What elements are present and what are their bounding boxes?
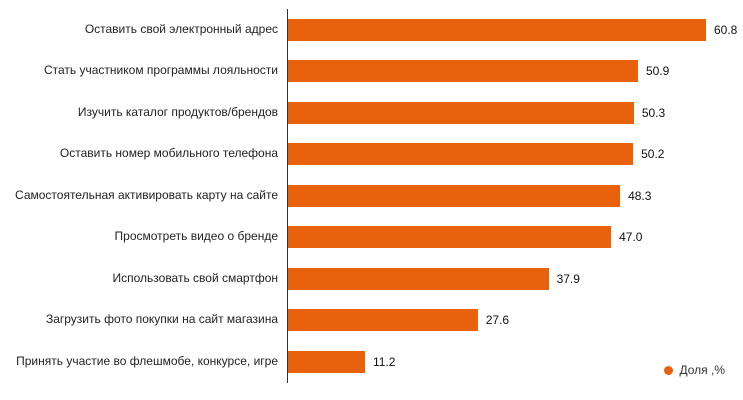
bar bbox=[288, 60, 638, 83]
bar bbox=[288, 309, 478, 332]
bar bbox=[288, 18, 706, 41]
category-label: Оставить номер мобильного телефона bbox=[59, 146, 278, 161]
category-label: Загрузить фото покупки на сайт магазина bbox=[45, 312, 278, 327]
plot-area: 60.8 bbox=[287, 9, 743, 51]
value-label: 48.3 bbox=[628, 188, 652, 203]
value-label: 27.6 bbox=[485, 313, 510, 328]
chart-row: Просмотреть видео о бренде 47.0 bbox=[0, 216, 743, 258]
legend: Доля ,% bbox=[664, 363, 725, 377]
value-label: 50.2 bbox=[641, 147, 665, 162]
plot-area: 27.6 bbox=[287, 299, 743, 341]
category-label: Использовать свой смартфон bbox=[112, 270, 278, 285]
plot-area: 50.2 bbox=[287, 133, 743, 175]
category-label: Оставить свой электронный адрес bbox=[84, 21, 278, 36]
bar bbox=[288, 226, 612, 249]
chart-row: Оставить свой электронный адрес 60.8 bbox=[0, 9, 743, 51]
plot-area: 50.9 bbox=[287, 50, 743, 92]
chart-row: Загрузить фото покупки на сайт магазина 2… bbox=[0, 299, 743, 341]
chart-rows: Оставить свой электронный адрес 60.8 Стать… bbox=[0, 9, 743, 383]
category-label: Изучить каталог продуктов/брендов bbox=[77, 104, 278, 119]
plot-area: 50.3 bbox=[287, 92, 743, 134]
chart-row: Принять участие во флешмобе, конкурсе, и… bbox=[0, 341, 743, 383]
chart-row: Использовать свой смартфон 37.9 bbox=[0, 258, 743, 300]
legend-label: Доля ,% bbox=[679, 363, 725, 377]
value-label: 60.8 bbox=[714, 22, 738, 37]
bar bbox=[288, 267, 549, 290]
category-label: Стать участником программы лояльности bbox=[43, 63, 278, 78]
legend-marker-icon bbox=[664, 365, 674, 375]
category-label: Принять участие во флешмобе, конкурсе, и… bbox=[16, 353, 278, 368]
plot-area: 37.9 bbox=[287, 258, 743, 300]
chart-row: Стать участником программы лояльности 50.… bbox=[0, 50, 743, 92]
category-label: Самостоятельная активировать карту на са… bbox=[15, 187, 278, 202]
bar bbox=[288, 101, 634, 124]
value-label: 47.0 bbox=[619, 230, 643, 245]
bar bbox=[288, 143, 634, 166]
bar bbox=[288, 350, 365, 373]
plot-area: 11.2 bbox=[287, 341, 743, 383]
chart-row: Оставить номер мобильного телефона 50.2 bbox=[0, 133, 743, 175]
chart-row: Изучить каталог продуктов/брендов 50.3 bbox=[0, 92, 743, 134]
value-label: 11.2 bbox=[373, 354, 396, 369]
value-label: 50.9 bbox=[645, 64, 670, 79]
value-label: 37.9 bbox=[556, 271, 580, 286]
chart-row: Самостоятельная активировать карту на са… bbox=[0, 175, 743, 217]
plot-area: 47.0 bbox=[287, 216, 743, 258]
plot-area: 48.3 bbox=[287, 175, 743, 217]
value-label: 50.3 bbox=[641, 105, 666, 120]
bar bbox=[288, 184, 621, 207]
category-label: Просмотреть видео о бренде bbox=[114, 229, 278, 244]
